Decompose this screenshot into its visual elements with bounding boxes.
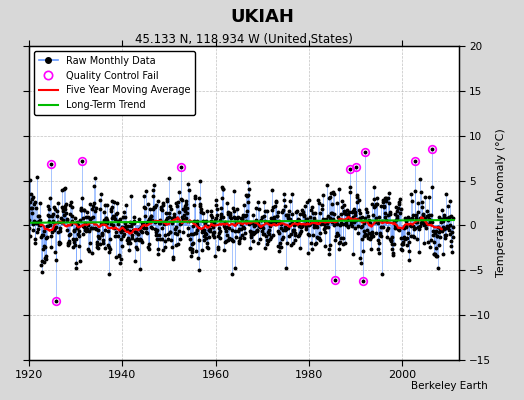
Title: 45.133 N, 118.934 W (United States): 45.133 N, 118.934 W (United States) bbox=[135, 33, 353, 46]
Legend: Raw Monthly Data, Quality Control Fail, Five Year Moving Average, Long-Term Tren: Raw Monthly Data, Quality Control Fail, … bbox=[34, 51, 195, 115]
Text: Berkeley Earth: Berkeley Earth bbox=[411, 381, 487, 391]
Y-axis label: Temperature Anomaly (°C): Temperature Anomaly (°C) bbox=[496, 129, 507, 277]
Text: UKIAH: UKIAH bbox=[230, 8, 294, 26]
